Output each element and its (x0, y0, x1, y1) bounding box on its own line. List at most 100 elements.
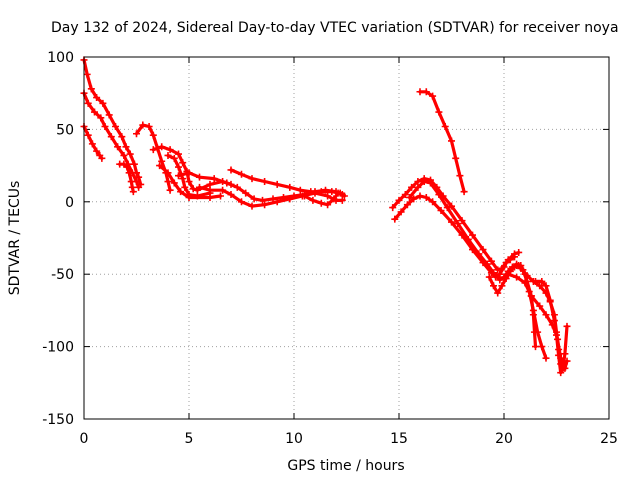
data-point (511, 263, 518, 271)
data-point (177, 188, 185, 196)
data-point (530, 328, 538, 336)
x-tick-label: 5 (185, 431, 194, 447)
data-point (532, 277, 539, 285)
data-point (301, 192, 308, 200)
data-point (334, 189, 342, 197)
data-point (210, 175, 218, 183)
data-point (179, 175, 187, 183)
data-point (133, 130, 140, 138)
data-point (118, 133, 126, 141)
data-point (196, 183, 203, 191)
data-point (98, 154, 106, 162)
data-point (458, 217, 466, 225)
data-point (83, 70, 91, 78)
data-point (317, 188, 325, 196)
series-arc-u (532, 277, 571, 372)
data-point (107, 133, 115, 141)
data-point (563, 322, 571, 330)
data-point (443, 204, 451, 212)
series-trace (82, 58, 143, 186)
y-tick-label: -50 (51, 267, 74, 283)
data-point (340, 192, 348, 200)
data-point (122, 143, 130, 151)
data-point (206, 193, 214, 201)
data-point (502, 275, 510, 283)
data-point (145, 123, 153, 131)
data-point (538, 343, 546, 351)
data-point (317, 199, 325, 207)
series-arc-j (196, 183, 346, 210)
y-tick-label: 0 (65, 195, 74, 211)
data-point (542, 282, 550, 290)
data-point (114, 143, 122, 151)
data-point (496, 276, 504, 284)
data-point (452, 154, 460, 162)
x-tick-labels: 0 5 10 15 20 25 (80, 431, 618, 447)
data-point (112, 123, 119, 131)
data-point (250, 195, 258, 203)
data-point (135, 183, 143, 191)
data-point (490, 282, 497, 290)
data-point (129, 188, 137, 196)
data-point (164, 178, 172, 186)
data-point (554, 335, 562, 343)
data-point (87, 85, 95, 93)
data-point (504, 256, 512, 264)
data-point (149, 146, 157, 154)
data-point (130, 160, 138, 168)
data-point (120, 151, 128, 159)
data-point (324, 192, 332, 200)
data-point (517, 264, 525, 272)
series-arc-h (156, 162, 224, 201)
data-point (483, 260, 491, 268)
data-point (185, 178, 193, 186)
data-point (164, 169, 172, 177)
data-point (125, 169, 133, 177)
data-point (189, 185, 197, 193)
x-tick-label: 20 (495, 431, 513, 447)
data-point (88, 140, 96, 148)
data-point (219, 186, 227, 194)
data-point (389, 204, 397, 212)
data-point (286, 195, 294, 203)
data-point (456, 172, 464, 180)
data-point (238, 170, 245, 178)
data-point (286, 183, 294, 191)
data-point (158, 143, 166, 151)
data-point (532, 343, 539, 351)
data-point (309, 196, 317, 204)
series-arc-m (416, 88, 468, 196)
data-point (261, 178, 269, 186)
x-tick-label: 0 (80, 431, 89, 447)
data-point (469, 231, 476, 239)
data-point (217, 192, 224, 200)
data-point (166, 146, 174, 154)
data-point (408, 183, 416, 191)
data-point (494, 289, 502, 297)
data-point (420, 178, 428, 186)
data-point (454, 220, 462, 228)
data-point (414, 183, 422, 191)
data-point (427, 179, 434, 187)
data-point (546, 296, 554, 304)
data-point (538, 277, 546, 285)
data-point (422, 193, 430, 201)
data-point (91, 108, 98, 116)
data-point (429, 92, 437, 100)
data-point (395, 196, 403, 204)
y-tick-label: 50 (56, 122, 74, 138)
series-arc-b (80, 89, 143, 191)
data-point (494, 266, 502, 274)
data-point (435, 108, 443, 116)
data-point (330, 195, 338, 203)
data-point (563, 357, 571, 365)
data-point (391, 215, 399, 223)
data-point (223, 179, 231, 187)
series-arc-l (301, 189, 342, 209)
data-point (175, 150, 182, 158)
x-tick-label: 15 (390, 431, 408, 447)
data-point (233, 183, 241, 191)
data-point (328, 188, 336, 196)
plot-frame (83, 56, 610, 420)
